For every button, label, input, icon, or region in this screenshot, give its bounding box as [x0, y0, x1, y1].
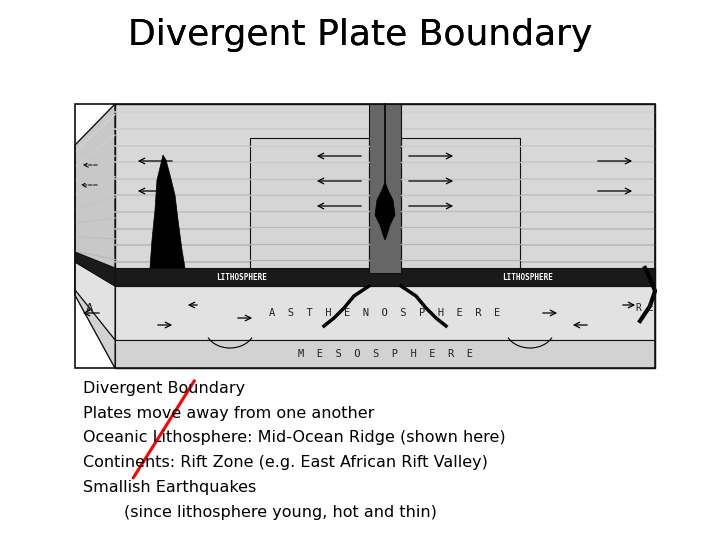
Bar	[115, 340, 655, 368]
Text: Oceanic Lithosphere: Mid-Ocean Ridge (shown here): Oceanic Lithosphere: Mid-Ocean Ridge (sh…	[83, 430, 505, 445]
Polygon shape	[75, 104, 115, 368]
Text: (since lithosphere young, hot and thin): (since lithosphere young, hot and thin)	[83, 505, 436, 520]
Polygon shape	[75, 252, 115, 286]
Polygon shape	[375, 182, 395, 240]
Text: A  S  T  H  E  N  O  S  P  H  E  R  E: A S T H E N O S P H E R E	[269, 308, 500, 318]
Bar	[75, 104, 655, 368]
Bar	[115, 286, 655, 340]
Text: Continents: Rift Zone (e.g. East African Rift Valley): Continents: Rift Zone (e.g. East African…	[83, 455, 487, 470]
Text: LITHOSPHERE: LITHOSPHERE	[217, 273, 267, 281]
Polygon shape	[150, 155, 185, 268]
Bar	[401, 138, 520, 268]
Polygon shape	[75, 262, 115, 340]
Text: M  E  S  O  S  P  H  E  R  E: M E S O S P H E R E	[297, 349, 472, 359]
Polygon shape	[75, 290, 115, 368]
Text: Divergent Plate Boundary: Divergent Plate Boundary	[128, 18, 592, 52]
Text: A: A	[86, 301, 94, 314]
Text: Plates move away from one another: Plates move away from one another	[83, 406, 374, 421]
Text: Divergent Plate Boundary: Divergent Plate Boundary	[128, 18, 592, 52]
Bar	[115, 104, 655, 368]
Bar	[250, 138, 369, 268]
Text: R E: R E	[636, 303, 654, 313]
Text: Smallish Earthquakes: Smallish Earthquakes	[83, 480, 256, 495]
Bar	[115, 268, 655, 286]
Text: LITHOSPHERE: LITHOSPHERE	[503, 273, 554, 281]
Text: Divergent Boundary: Divergent Boundary	[83, 381, 245, 396]
Bar	[369, 104, 401, 273]
